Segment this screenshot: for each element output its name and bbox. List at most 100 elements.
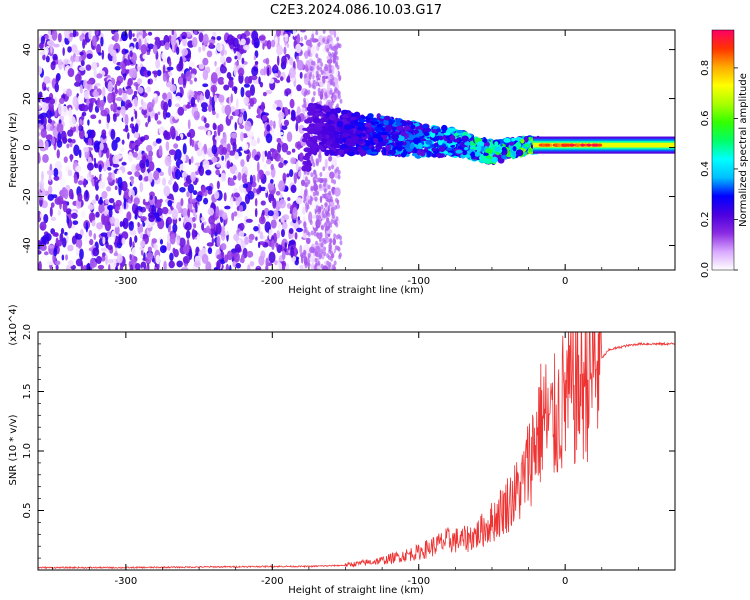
- heatmap-cell: [314, 173, 318, 179]
- heatmap-cell: [192, 216, 196, 222]
- heatmap-cell: [121, 231, 129, 240]
- heatmap-cell: [166, 72, 170, 83]
- heatmap-cell: [433, 142, 439, 148]
- heatmap-cell: [307, 89, 311, 95]
- heatmap-cell: [563, 143, 569, 147]
- heatmap-cell: [193, 30, 198, 35]
- heatmap-cell: [352, 146, 359, 150]
- heatmap-cell: [324, 94, 328, 100]
- heatmap-cell: [419, 151, 426, 157]
- heatmap-cell: [311, 33, 315, 39]
- heatmap-cell: [115, 80, 121, 86]
- heatmap-cell: [146, 223, 153, 228]
- heatmap-cell: [98, 164, 102, 173]
- heatmap-cell: [515, 149, 524, 157]
- heatmap-cell: [126, 88, 134, 95]
- heatmap-cell: [285, 263, 290, 270]
- heatmap-cell: [98, 203, 105, 214]
- heatmap-cell: [224, 49, 227, 56]
- heatmap-cell: [211, 144, 218, 155]
- heatmap-cell: [126, 211, 132, 221]
- heatmap-cell: [165, 141, 170, 151]
- heatmap-cell: [155, 254, 161, 265]
- heatmap-cell: [141, 267, 145, 270]
- heatmap-cell: [43, 116, 47, 127]
- heatmap-cell: [304, 263, 308, 269]
- heatmap-cell: [308, 129, 315, 134]
- heatmap-cell: [156, 120, 162, 125]
- x-tick-label: -100: [407, 276, 430, 287]
- heatmap-cell: [250, 139, 257, 147]
- heatmap-cell: [417, 142, 423, 150]
- heatmap-cell: [309, 42, 313, 48]
- heatmap-cell: [135, 156, 140, 161]
- heatmap-cell: [325, 140, 333, 145]
- heatmap-cell: [501, 154, 508, 160]
- heatmap-cell: [63, 156, 68, 164]
- heatmap-cell: [274, 79, 281, 84]
- heatmap-cell: [205, 169, 212, 176]
- y-tick-label: 40: [22, 43, 33, 56]
- heatmap-cell: [67, 138, 73, 143]
- heatmap-cell: [64, 231, 68, 236]
- heatmap-cell: [291, 148, 296, 153]
- heatmap-cell: [462, 136, 467, 141]
- heatmap-cell: [235, 262, 242, 269]
- heatmap-cell: [323, 246, 327, 252]
- heatmap-cell: [125, 61, 131, 66]
- heatmap-cell: [234, 121, 238, 131]
- heatmap-cell: [413, 137, 421, 145]
- heatmap-cell: [149, 194, 153, 201]
- heatmap-cell: [146, 144, 153, 153]
- heatmap-cell: [78, 128, 85, 140]
- heatmap-cell: [156, 262, 160, 270]
- heatmap-cell: [98, 148, 102, 158]
- heatmap-cell: [350, 113, 359, 117]
- heatmap-cell: [317, 41, 321, 47]
- heatmap-cell: [212, 31, 217, 37]
- heatmap-cell: [198, 46, 202, 53]
- heatmap-cell: [251, 30, 259, 41]
- heatmap-cell: [257, 172, 260, 183]
- heatmap-cell: [332, 81, 336, 87]
- heatmap-cell: [240, 86, 245, 98]
- heatmap-cell: [233, 211, 238, 217]
- heatmap-cell: [325, 225, 329, 231]
- heatmap-cell: [494, 146, 501, 152]
- heatmap-cells: [38, 30, 675, 270]
- heatmap-cell: [320, 248, 324, 254]
- heatmap-cell: [180, 198, 184, 207]
- heatmap-cell: [249, 260, 255, 267]
- heatmap-cell: [247, 264, 251, 270]
- heatmap-cell: [306, 159, 311, 167]
- heatmap-cell: [233, 192, 240, 198]
- heatmap-cell: [310, 155, 314, 161]
- y-tick-label: 0: [22, 144, 33, 150]
- heatmap-cell: [339, 98, 343, 104]
- heatmap-cell: [217, 76, 225, 85]
- bottom-x-axis-label: Height of straight line (km): [288, 585, 424, 596]
- heatmap-cell: [265, 89, 273, 95]
- heatmap-cell: [107, 204, 114, 211]
- heatmap-cell: [118, 234, 121, 246]
- heatmap-cell: [511, 137, 516, 142]
- heatmap-cell: [121, 62, 126, 75]
- heatmap-tone-band: [532, 142, 675, 148]
- heatmap-cell: [245, 137, 253, 143]
- heatmap-cell: [224, 104, 232, 116]
- heatmap-cell: [92, 35, 96, 47]
- heatmap-cell: [286, 150, 292, 155]
- heatmap-cell: [321, 128, 330, 135]
- heatmap-cell: [327, 212, 331, 218]
- heatmap-cell: [324, 202, 328, 208]
- heatmap-cell: [97, 264, 105, 270]
- heatmap-cell: [49, 206, 53, 217]
- heatmap-cell: [58, 103, 63, 115]
- heatmap-cell: [276, 262, 283, 270]
- heatmap-cell: [128, 106, 135, 118]
- heatmap-cell: [335, 197, 339, 203]
- heatmap-cell: [276, 55, 280, 66]
- heatmap-cell: [322, 166, 326, 172]
- heatmap-cell: [63, 221, 68, 232]
